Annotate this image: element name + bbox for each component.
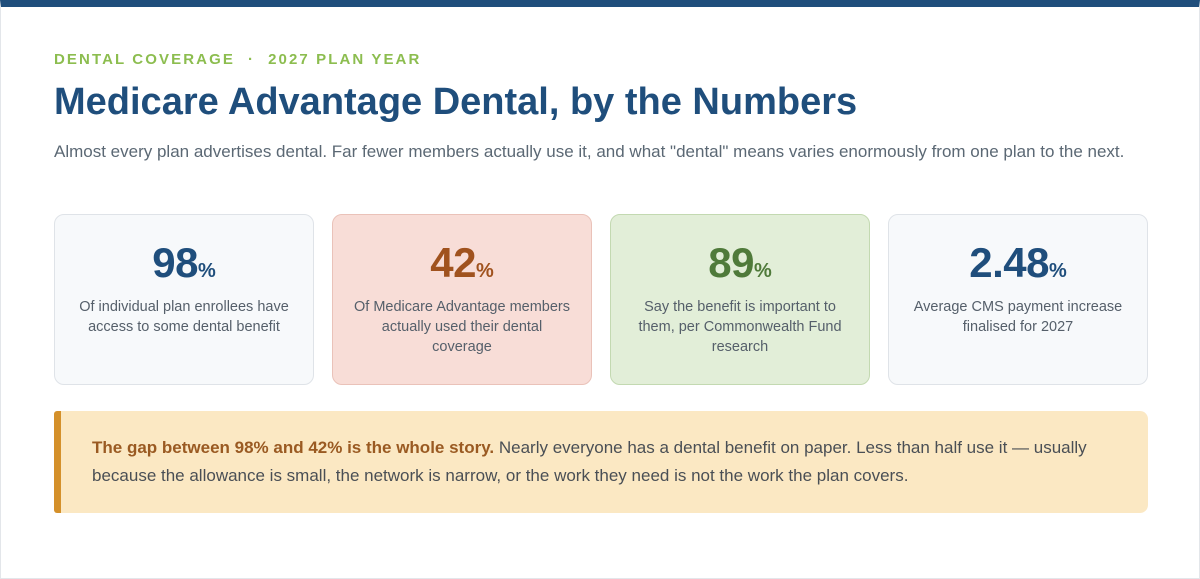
stat-card-dental-access: 98% Of individual plan enrollees have ac… bbox=[54, 214, 314, 385]
stat-unit: % bbox=[475, 260, 494, 282]
eyebrow-topic: DENTAL COVERAGE bbox=[54, 51, 235, 68]
stat-label: Of Medicare Advantage members actually u… bbox=[354, 299, 570, 355]
stat-number: 98 bbox=[152, 239, 198, 286]
stat-card-dental-usage: 42% Of Medicare Advantage members actual… bbox=[332, 214, 592, 385]
callout-lead: The gap between 98% and 42% is the whole… bbox=[92, 438, 495, 457]
key-takeaway-callout: The gap between 98% and 42% is the whole… bbox=[54, 411, 1148, 513]
eyebrow-plan-year: 2027 PLAN YEAR bbox=[268, 51, 422, 68]
eyebrow-separator: · bbox=[247, 51, 256, 68]
stat-card-cms-payment: 2.48% Average CMS payment increase final… bbox=[888, 214, 1148, 385]
stat-unit: % bbox=[753, 260, 772, 282]
stat-value: 98% bbox=[55, 241, 313, 295]
stat-value: 89% bbox=[611, 241, 869, 295]
stat-value: 42% bbox=[333, 241, 591, 295]
stat-number: 2.48 bbox=[969, 239, 1049, 286]
stat-cards: 98% Of individual plan enrollees have ac… bbox=[54, 214, 1148, 385]
page-title: Medicare Advantage Dental, by the Number… bbox=[54, 81, 858, 123]
stat-label: Average CMS payment increase finalised f… bbox=[913, 299, 1123, 335]
stat-unit: % bbox=[1048, 260, 1067, 282]
stat-label: Say the benefit is important to them, pe… bbox=[638, 299, 842, 355]
page-subtitle: Almost every plan advertises dental. Far… bbox=[54, 142, 1125, 161]
stat-number: 89 bbox=[708, 239, 754, 286]
stat-unit: % bbox=[197, 260, 216, 282]
stat-value: 2.48% bbox=[889, 241, 1147, 295]
callout-body: Nearly everyone has a dental benefit on … bbox=[92, 438, 1087, 485]
stat-card-importance: 89% Say the benefit is important to them… bbox=[610, 214, 870, 385]
stat-label: Of individual plan enrollees have access… bbox=[79, 299, 289, 335]
stat-number: 42 bbox=[430, 239, 476, 286]
eyebrow: DENTAL COVERAGE · 2027 PLAN YEAR bbox=[54, 51, 421, 68]
